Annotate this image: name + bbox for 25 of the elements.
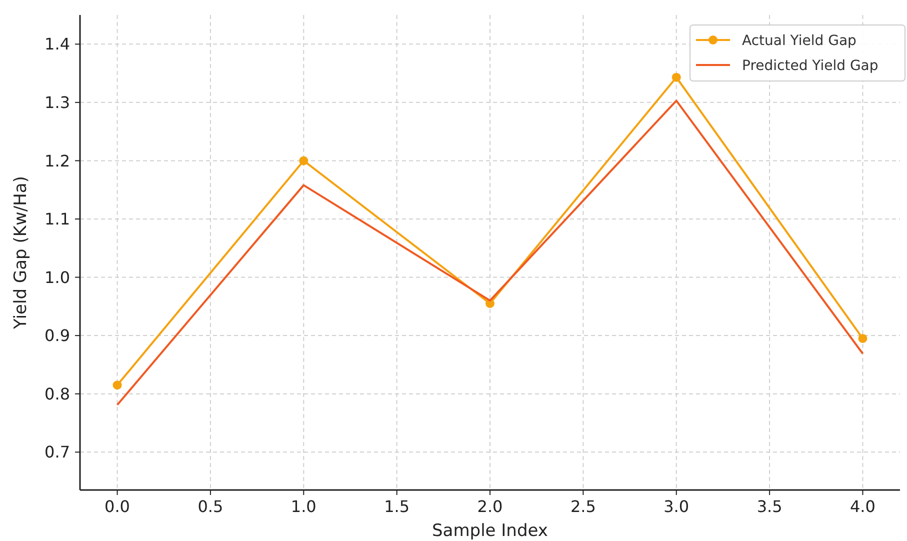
x-tick-label: 4.0: [850, 497, 876, 516]
point: [858, 334, 868, 343]
x-tick-label: 0.5: [198, 497, 224, 516]
x-tick-label: 2.0: [477, 497, 503, 516]
y-tick-label: 1.1: [44, 210, 70, 229]
legend-label: Predicted Yield Gap: [742, 58, 878, 74]
x-tick-label: 3.0: [664, 497, 690, 516]
x-tick-label: 0.0: [104, 497, 130, 516]
y-tick-label: 1.0: [44, 268, 70, 287]
x-tick-label: 2.5: [570, 497, 596, 516]
y-axis-title: Yield Gap (Kw/Ha): [11, 176, 31, 330]
x-tick-label: 1.5: [384, 497, 410, 516]
y-tick-label: 0.8: [44, 384, 70, 404]
point: [299, 156, 308, 166]
y-tick-label: 1.4: [44, 34, 70, 54]
x-tick-label: 1.0: [290, 497, 316, 516]
y-tick-label: 1.2: [44, 151, 70, 170]
point: [112, 380, 122, 390]
y-tick-label: 0.7: [44, 442, 70, 462]
legend-label: Actual Yield Gap: [742, 32, 857, 49]
x-axis-title: Sample Index: [432, 521, 548, 541]
x-tick-label: 3.5: [756, 497, 782, 516]
point: [672, 72, 681, 82]
y-tick-label: 1.3: [44, 93, 70, 112]
y-tick-label: 0.9: [44, 326, 70, 346]
